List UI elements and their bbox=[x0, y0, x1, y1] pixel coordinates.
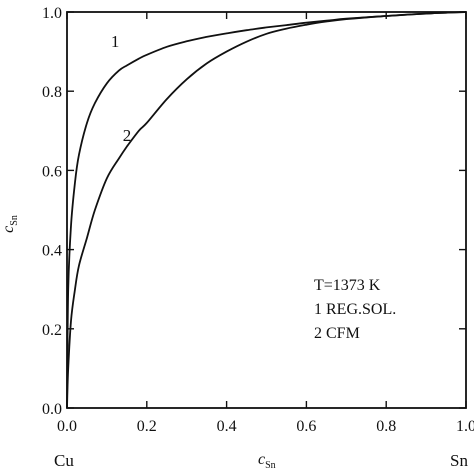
y-axis-label: cSn bbox=[0, 215, 20, 233]
x-axis-label: cSn bbox=[258, 451, 276, 471]
curves bbox=[66, 11, 467, 409]
y-axis-label-main: c bbox=[0, 226, 17, 233]
plot-frame bbox=[66, 11, 467, 409]
x-axis-label-sub: Sn bbox=[265, 460, 276, 471]
series-2-line bbox=[66, 11, 467, 409]
annotation-line-3: 2 CFM bbox=[314, 325, 360, 342]
y-tick-label: 0.6 bbox=[42, 163, 62, 180]
axes bbox=[66, 11, 467, 409]
x-end-label-left: Cu bbox=[54, 451, 74, 470]
labels: 0.0 0.2 0.4 0.6 0.8 1.0 0.0 0.2 0.4 0.6 0.8 1.0 1 2 bbox=[42, 5, 474, 435]
y-tick-label: 0.0 bbox=[42, 401, 62, 418]
x-tick-label: 0.8 bbox=[376, 418, 396, 435]
series-1-line bbox=[66, 11, 467, 409]
x-tick-label: 0.0 bbox=[57, 418, 77, 435]
y-tick-label: 0.8 bbox=[42, 84, 62, 101]
x-tick-label: 0.6 bbox=[296, 418, 316, 435]
annotation-line-2: 1 REG.SOL. bbox=[314, 301, 396, 318]
series-1-label: 1 bbox=[111, 32, 120, 51]
annotation-line-1: T=1373 K bbox=[314, 277, 381, 294]
y-tick-label: 0.4 bbox=[42, 243, 62, 260]
x-tick-label: 0.2 bbox=[137, 418, 157, 435]
x-tick-label: 1.0 bbox=[456, 418, 474, 435]
x-end-label-right: Sn bbox=[450, 451, 468, 470]
x-axis-label-main: c bbox=[258, 451, 265, 468]
series-2-label: 2 bbox=[123, 126, 132, 145]
y-tick-label: 0.2 bbox=[42, 322, 62, 339]
y-tick-label: 1.0 bbox=[42, 5, 62, 22]
y-axis-label-sub: Sn bbox=[9, 215, 20, 226]
x-tick-label: 0.4 bbox=[217, 418, 237, 435]
